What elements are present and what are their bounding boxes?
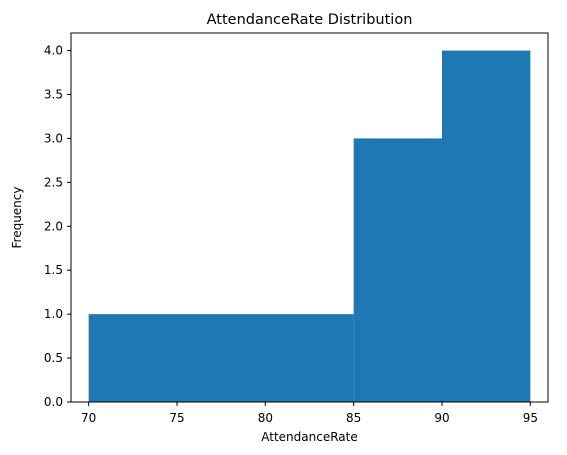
- y-tick-label: 2.0: [44, 219, 63, 233]
- y-tick-label: 3.0: [44, 131, 63, 145]
- y-axis-label: Frequency: [10, 187, 24, 249]
- bars-group: [88, 50, 531, 402]
- x-tick-label: 85: [346, 411, 361, 425]
- chart-title: AttendanceRate Distribution: [207, 12, 413, 28]
- x-tick-label: 80: [258, 411, 273, 425]
- x-tick-label: 95: [523, 411, 538, 425]
- plot-frame: [70, 32, 549, 403]
- y-tick-label: 3.5: [44, 88, 63, 102]
- histogram-bar-0: [88, 314, 354, 402]
- y-tick-label: 1.5: [44, 263, 63, 277]
- y-tick-label: 0.0: [44, 395, 63, 409]
- x-axis-ticks: 70 75 80 85 90 95: [81, 402, 538, 425]
- y-tick-label: 2.5: [44, 175, 63, 189]
- x-tick-label: 75: [169, 411, 184, 425]
- y-tick-label: 4.0: [44, 44, 63, 58]
- y-axis-ticks: 0.0 0.5 1.0 1.5 2.0 2.5 3.0 3.5 4.0: [44, 44, 71, 409]
- x-tick-label: 90: [434, 411, 449, 425]
- y-tick-label: 0.5: [44, 351, 63, 365]
- histogram-bar-1: [353, 138, 442, 402]
- x-axis-label: AttendanceRate: [261, 430, 357, 444]
- y-tick-label: 1.0: [44, 307, 63, 321]
- histogram-bar-2: [442, 50, 531, 402]
- x-tick-label: 70: [81, 411, 96, 425]
